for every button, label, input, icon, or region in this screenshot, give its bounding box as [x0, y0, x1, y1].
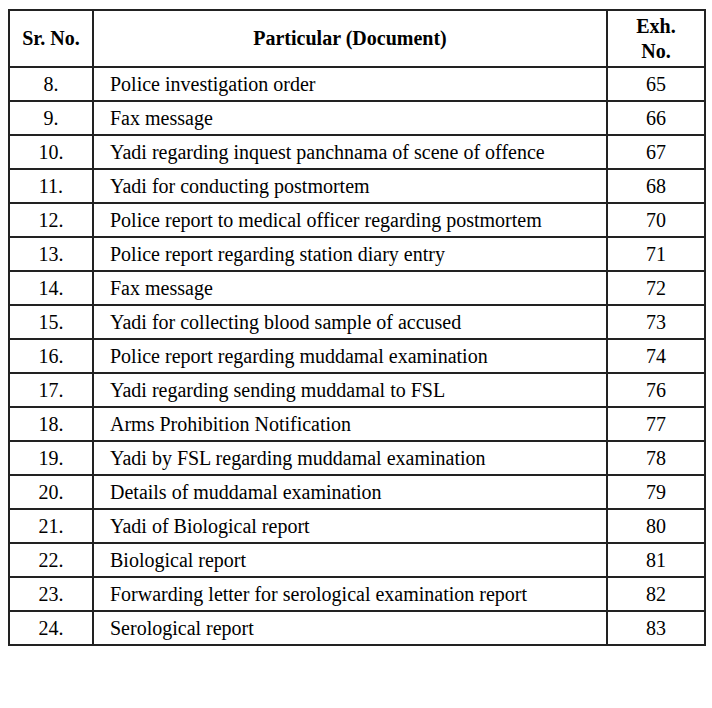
sr-no-cell: 15.	[9, 305, 93, 339]
particular-cell: Yadi for conducting postmortem	[93, 169, 607, 203]
exh-no-cell: 83	[607, 611, 705, 645]
particular-cell: Police report regarding muddamal examina…	[93, 339, 607, 373]
table-row: 11.Yadi for conducting postmortem68	[9, 169, 705, 203]
table-row: 10.Yadi regarding inquest panchnama of s…	[9, 135, 705, 169]
exh-no-cell: 78	[607, 441, 705, 475]
column-header-sr-no: Sr. No.	[9, 10, 93, 67]
sr-no-cell: 12.	[9, 203, 93, 237]
exh-no-cell: 80	[607, 509, 705, 543]
sr-no-cell: 23.	[9, 577, 93, 611]
table-header: Sr. No. Particular (Document) Exh. No.	[9, 10, 705, 67]
particular-cell: Forwarding letter for serological examin…	[93, 577, 607, 611]
table-row: 9.Fax message66	[9, 101, 705, 135]
particular-cell: Fax message	[93, 271, 607, 305]
sr-no-cell: 20.	[9, 475, 93, 509]
table-row: 21.Yadi of Biological report80	[9, 509, 705, 543]
column-header-exh-no: Exh. No.	[607, 10, 705, 67]
exh-no-cell: 77	[607, 407, 705, 441]
exh-no-cell: 67	[607, 135, 705, 169]
particular-cell: Yadi regarding inquest panchnama of scen…	[93, 135, 607, 169]
particular-cell: Yadi regarding sending muddamal to FSL	[93, 373, 607, 407]
particular-cell: Yadi for collecting blood sample of accu…	[93, 305, 607, 339]
header-row: Sr. No. Particular (Document) Exh. No.	[9, 10, 705, 67]
document-page: Sr. No. Particular (Document) Exh. No. 8…	[0, 9, 712, 708]
exh-no-cell: 72	[607, 271, 705, 305]
sr-no-cell: 14.	[9, 271, 93, 305]
exh-no-cell: 73	[607, 305, 705, 339]
particular-cell: Biological report	[93, 543, 607, 577]
particular-cell: Serological report	[93, 611, 607, 645]
table-row: 8.Police investigation order65	[9, 67, 705, 101]
sr-no-cell: 8.	[9, 67, 93, 101]
table-row: 23.Forwarding letter for serological exa…	[9, 577, 705, 611]
table-row: 12.Police report to medical officer rega…	[9, 203, 705, 237]
exh-no-cell: 71	[607, 237, 705, 271]
table-row: 15.Yadi for collecting blood sample of a…	[9, 305, 705, 339]
particular-cell: Police report regarding station diary en…	[93, 237, 607, 271]
exh-no-cell: 68	[607, 169, 705, 203]
exh-no-cell: 79	[607, 475, 705, 509]
exh-no-cell: 70	[607, 203, 705, 237]
sr-no-cell: 24.	[9, 611, 93, 645]
column-header-particular: Particular (Document)	[93, 10, 607, 67]
exh-no-cell: 76	[607, 373, 705, 407]
column-header-exh-no-label: Exh. No.	[627, 14, 685, 64]
table-row: 18.Arms Prohibition Notification77	[9, 407, 705, 441]
sr-no-cell: 19.	[9, 441, 93, 475]
exh-no-cell: 82	[607, 577, 705, 611]
table-row: 19.Yadi by FSL regarding muddamal examin…	[9, 441, 705, 475]
sr-no-cell: 22.	[9, 543, 93, 577]
sr-no-cell: 9.	[9, 101, 93, 135]
sr-no-cell: 13.	[9, 237, 93, 271]
table-row: 16.Police report regarding muddamal exam…	[9, 339, 705, 373]
particular-cell: Arms Prohibition Notification	[93, 407, 607, 441]
particular-cell: Police report to medical officer regardi…	[93, 203, 607, 237]
table-row: 20.Details of muddamal examination79	[9, 475, 705, 509]
particular-cell: Fax message	[93, 101, 607, 135]
sr-no-cell: 17.	[9, 373, 93, 407]
sr-no-cell: 10.	[9, 135, 93, 169]
particular-cell: Yadi by FSL regarding muddamal examinati…	[93, 441, 607, 475]
table-row: 24.Serological report83	[9, 611, 705, 645]
table-row: 17.Yadi regarding sending muddamal to FS…	[9, 373, 705, 407]
sr-no-cell: 21.	[9, 509, 93, 543]
exh-no-cell: 74	[607, 339, 705, 373]
particular-cell: Police investigation order	[93, 67, 607, 101]
table-row: 13.Police report regarding station diary…	[9, 237, 705, 271]
sr-no-cell: 11.	[9, 169, 93, 203]
sr-no-cell: 16.	[9, 339, 93, 373]
particular-cell: Details of muddamal examination	[93, 475, 607, 509]
table-body: 8.Police investigation order659.Fax mess…	[9, 67, 705, 645]
exh-no-cell: 65	[607, 67, 705, 101]
sr-no-cell: 18.	[9, 407, 93, 441]
exh-no-cell: 66	[607, 101, 705, 135]
particular-cell: Yadi of Biological report	[93, 509, 607, 543]
exhibit-list-table: Sr. No. Particular (Document) Exh. No. 8…	[8, 9, 706, 646]
exh-no-cell: 81	[607, 543, 705, 577]
table-row: 14.Fax message72	[9, 271, 705, 305]
table-row: 22.Biological report81	[9, 543, 705, 577]
